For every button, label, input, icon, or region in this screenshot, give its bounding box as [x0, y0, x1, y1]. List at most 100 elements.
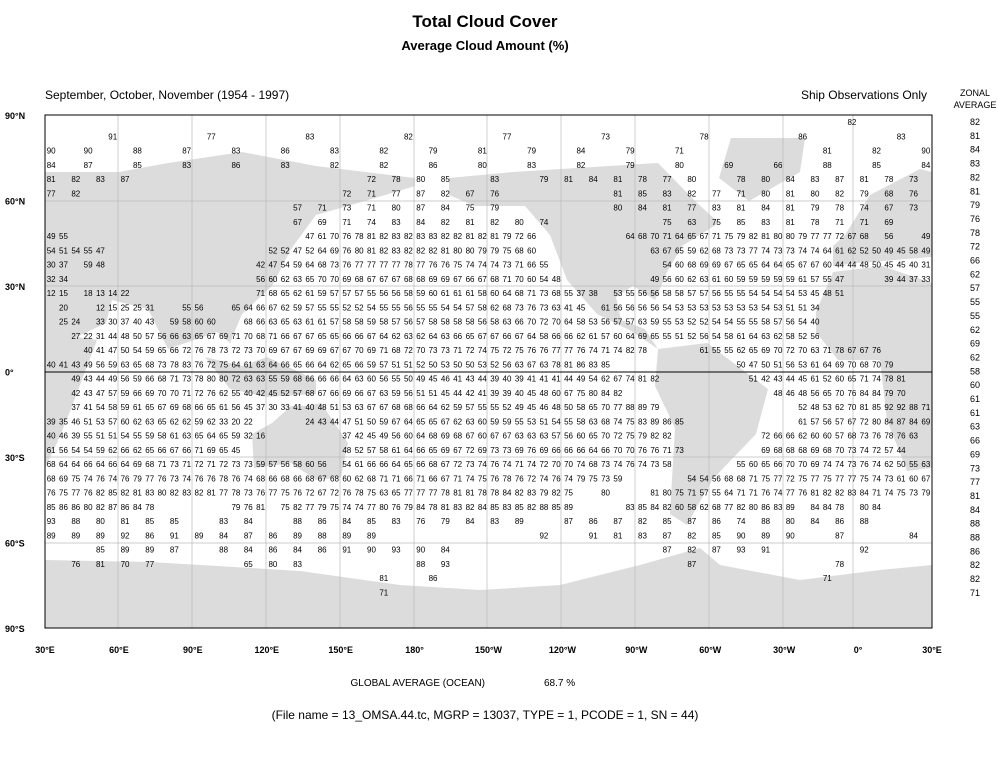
- cell-value: 68: [823, 446, 832, 455]
- cell-value: 74: [84, 474, 93, 483]
- cell-value: 60: [478, 432, 487, 441]
- cell-value: 67: [367, 275, 376, 284]
- cell-value: 82: [429, 246, 438, 255]
- cell-value: 70: [650, 232, 659, 241]
- cell-value: 73: [330, 261, 339, 270]
- cell-value: 55: [392, 303, 401, 312]
- cell-value: 69: [761, 446, 770, 455]
- cell-value: 86: [231, 161, 240, 170]
- cell-value: 51: [84, 417, 93, 426]
- cell-value: 60: [367, 375, 376, 384]
- cell-value: 83: [453, 503, 462, 512]
- zonal-value: 55: [970, 311, 980, 321]
- cell-value: 56: [823, 417, 832, 426]
- cell-value: 60: [675, 275, 684, 284]
- cell-value: 59: [145, 346, 154, 355]
- cell-value: 76: [96, 474, 105, 483]
- cell-value: 40: [133, 318, 142, 327]
- cell-value: 77: [47, 189, 56, 198]
- cell-value: 71: [231, 332, 240, 341]
- cell-value: 83: [761, 218, 770, 227]
- cell-value: 86: [761, 503, 770, 512]
- cell-value: 64: [774, 261, 783, 270]
- cell-value: 76: [527, 346, 536, 355]
- cell-value: 77: [145, 560, 154, 569]
- cell-value: 85: [133, 161, 142, 170]
- cell-value: 40: [515, 389, 524, 398]
- cell-value: 62: [293, 289, 302, 298]
- cell-value: 71: [207, 460, 216, 469]
- cell-value: 81: [613, 175, 622, 184]
- cell-value: 75: [59, 489, 68, 498]
- cell-value: 73: [539, 289, 548, 298]
- cell-value: 66: [416, 446, 425, 455]
- cell-value: 54: [367, 303, 376, 312]
- cell-value: 69: [835, 360, 844, 369]
- cell-value: 68: [355, 275, 364, 284]
- cell-value: 73: [503, 446, 512, 455]
- cell-value: 90: [367, 546, 376, 555]
- cell-value: 65: [244, 560, 253, 569]
- cell-value: 58: [355, 318, 364, 327]
- cell-value: 48: [774, 389, 783, 398]
- cell-value: 44: [108, 332, 117, 341]
- cell-value: 55: [823, 275, 832, 284]
- cell-value: 50: [872, 246, 881, 255]
- cell-value: 73: [515, 303, 524, 312]
- cell-value: 55: [712, 346, 721, 355]
- lat-label: 30°S: [5, 453, 25, 463]
- cell-value: 39: [71, 432, 80, 441]
- cell-value: 44: [835, 261, 844, 270]
- cell-value: 47: [108, 346, 117, 355]
- cell-value: 81: [823, 147, 832, 156]
- cell-value: 81: [441, 246, 450, 255]
- cell-value: 68: [798, 446, 807, 455]
- cell-value: 79: [539, 489, 548, 498]
- cell-value: 72: [367, 175, 376, 184]
- cell-value: 85: [170, 517, 179, 526]
- cell-value: 83: [638, 531, 647, 540]
- cell-value: 30: [268, 403, 277, 412]
- cell-value: 77: [687, 204, 696, 213]
- cell-value: 81: [453, 489, 462, 498]
- cell-value: 74: [478, 261, 487, 270]
- cell-value: 58: [293, 460, 302, 469]
- cell-value: 86: [429, 161, 438, 170]
- cell-value: 67: [527, 360, 536, 369]
- cell-value: 32: [47, 275, 56, 284]
- cell-value: 63: [182, 332, 191, 341]
- cell-value: 49: [108, 375, 117, 384]
- cell-value: 69: [811, 446, 820, 455]
- cell-value: 87: [835, 531, 844, 540]
- cell-value: 77: [219, 489, 228, 498]
- cell-value: 77: [847, 474, 856, 483]
- cell-value: 67: [478, 275, 487, 284]
- cell-value: 51: [798, 303, 807, 312]
- cell-value: 75: [675, 489, 684, 498]
- cell-value: 68: [601, 417, 610, 426]
- global-average-label: GLOBAL AVERAGE (OCEAN): [351, 678, 485, 689]
- cell-value: 68: [860, 232, 869, 241]
- cell-value: 59: [503, 417, 512, 426]
- cell-value: 61: [712, 275, 721, 284]
- cell-value: 64: [626, 232, 635, 241]
- cell-value: 68: [453, 432, 462, 441]
- cell-value: 60: [490, 289, 499, 298]
- cell-value: 52: [700, 318, 709, 327]
- cell-value: 76: [195, 360, 204, 369]
- cell-value: 60: [195, 318, 204, 327]
- cell-value: 74: [576, 460, 585, 469]
- cell-value: 62: [133, 446, 142, 455]
- cell-value: 59: [379, 417, 388, 426]
- cell-value: 45: [897, 246, 906, 255]
- cell-value: 55: [59, 232, 68, 241]
- cell-value: 77: [613, 403, 622, 412]
- cell-value: 57: [268, 460, 277, 469]
- cell-value: 57: [108, 389, 117, 398]
- zonal-value: 81: [970, 186, 980, 196]
- cell-value: 64: [404, 446, 413, 455]
- cell-value: 68: [305, 389, 314, 398]
- cell-value: 85: [490, 503, 499, 512]
- cell-value: 63: [268, 318, 277, 327]
- cell-value: 83: [416, 232, 425, 241]
